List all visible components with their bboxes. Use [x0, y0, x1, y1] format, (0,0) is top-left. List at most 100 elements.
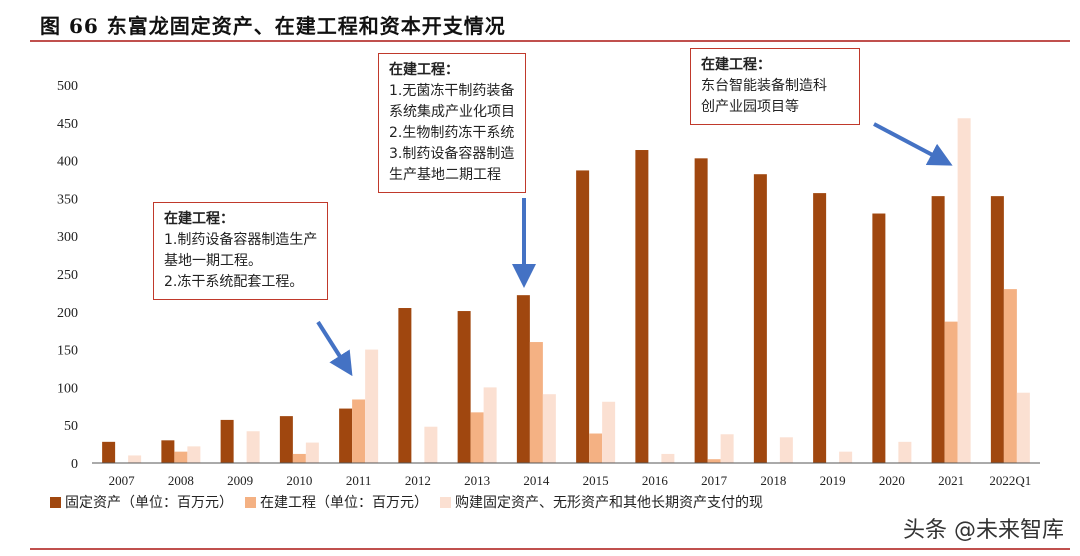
- bar: [720, 434, 734, 463]
- bar: [398, 308, 412, 463]
- x-tick-label: 2014: [523, 473, 550, 488]
- bar: [707, 459, 721, 463]
- x-tick-label: 2007: [109, 473, 136, 488]
- bar: [457, 311, 471, 463]
- bar-series: [102, 118, 1030, 464]
- legend-label: 在建工程（单位：百万元）: [260, 495, 428, 511]
- bar: [990, 196, 1004, 463]
- bar: [470, 412, 484, 463]
- x-tick-label: 2018: [760, 473, 786, 488]
- legend-swatch: [440, 496, 451, 508]
- bar: [957, 118, 971, 463]
- y-tick-label: 100: [57, 381, 78, 396]
- y-tick-label: 500: [57, 79, 78, 94]
- y-axis: 0 50 100 150 200 250 300 350 400 450 500: [57, 79, 78, 472]
- bar: [529, 342, 543, 463]
- annotation-line: 系统集成产业化项目: [389, 104, 515, 120]
- x-tick-label: 2009: [227, 473, 253, 488]
- annotation-head: 在建工程：: [389, 62, 459, 78]
- bar: [365, 349, 379, 463]
- bar: [128, 455, 142, 463]
- bar: [694, 158, 708, 463]
- annotation-head: 在建工程：: [164, 211, 234, 227]
- bottom-divider: [30, 548, 1070, 550]
- bar: [1016, 392, 1030, 463]
- y-tick-label: 50: [64, 419, 78, 434]
- x-tick-label: 2013: [464, 473, 490, 488]
- y-tick-label: 150: [57, 344, 78, 359]
- bar: [279, 416, 293, 463]
- y-tick-label: 450: [57, 117, 78, 132]
- annotation-line: 东台智能装备制造科: [701, 78, 827, 94]
- bar: [576, 170, 590, 464]
- annotation-line: 2.生物制药冻干系统: [389, 125, 515, 141]
- legend-swatch: [245, 496, 256, 508]
- chart-title: 图 66 东富龙固定资产、在建工程和资本开支情况: [40, 14, 506, 38]
- title-divider: [30, 40, 1070, 42]
- x-axis: 2007 2008 2009 2010 2011 2012 2013 2014 2015 2016…: [92, 462, 1040, 488]
- bar: [220, 419, 234, 463]
- bar: [635, 150, 649, 464]
- bar: [898, 441, 912, 463]
- x-tick-label: 2022Q1: [989, 473, 1031, 488]
- x-tick-label: 2011: [346, 473, 372, 488]
- x-tick-label: 2016: [642, 473, 669, 488]
- bar: [516, 295, 530, 463]
- bar: [589, 433, 603, 463]
- bar: [944, 321, 958, 463]
- annotation-line: 创产业园项目等: [701, 99, 799, 115]
- annotation-arrows: [316, 122, 953, 377]
- legend-label: 固定资产（单位：百万元）: [65, 495, 233, 511]
- bar: [542, 394, 556, 463]
- annotation-arrow: [873, 122, 953, 166]
- bar: [661, 453, 675, 463]
- bar: [102, 441, 116, 463]
- bar: [424, 426, 438, 463]
- x-tick-label: 2019: [820, 473, 846, 488]
- y-tick-label: 250: [57, 268, 78, 283]
- bar: [753, 174, 767, 463]
- annotation-2014: 在建工程： 1.无菌冻干制药装备 系统集成产业化项目 2.生物制药冻干系统 3.…: [378, 53, 526, 193]
- bar: [483, 387, 497, 463]
- chart-legend: 固定资产（单位：百万元） 在建工程（单位：百万元） 购建固定资产、无形资产和其他…: [50, 492, 763, 512]
- x-tick-label: 2021: [938, 473, 964, 488]
- y-tick-label: 300: [57, 230, 78, 245]
- bar: [161, 440, 175, 463]
- x-tick-label: 2008: [168, 473, 194, 488]
- watermark: 头条 @未来智库: [903, 518, 1064, 543]
- legend-item-capex: 购建固定资产、无形资产和其他长期资产支付的现: [440, 492, 763, 512]
- bar: [872, 213, 886, 463]
- bar: [839, 451, 853, 463]
- bar: [779, 437, 793, 463]
- y-tick-label: 350: [57, 192, 78, 207]
- annotation-line: 2.冻干系统配套工程。: [164, 274, 304, 290]
- annotation-head: 在建工程：: [701, 57, 771, 73]
- x-tick-label: 2012: [405, 473, 431, 488]
- bar: [1003, 289, 1017, 463]
- annotation-line: 3.制药设备容器制造: [389, 146, 515, 162]
- x-tick-label: 2020: [879, 473, 905, 488]
- legend-item-fixed-assets: 固定资产（单位：百万元）: [50, 492, 233, 512]
- annotation-line: 1.无菌冻干制药装备: [389, 83, 515, 99]
- bar: [339, 408, 353, 463]
- annotation-line: 基地一期工程。: [164, 253, 262, 269]
- x-tick-label: 2015: [583, 473, 609, 488]
- legend-label: 购建固定资产、无形资产和其他长期资产支付的现: [455, 495, 763, 511]
- annotation-line: 生产基地二期工程: [389, 167, 501, 183]
- bar: [305, 442, 319, 463]
- bar: [174, 451, 188, 463]
- bar: [246, 431, 260, 463]
- y-tick-label: 400: [57, 155, 78, 170]
- annotation-line: 1.制药设备容器制造生产: [164, 232, 318, 248]
- x-tick-label: 2010: [286, 473, 312, 488]
- annotation-2011: 在建工程： 1.制药设备容器制造生产 基地一期工程。 2.冻干系统配套工程。: [153, 202, 329, 300]
- bar: [292, 453, 306, 463]
- x-tick-label: 2017: [701, 473, 728, 488]
- bar: [813, 193, 827, 463]
- bar: [187, 446, 201, 463]
- bar: [602, 401, 616, 463]
- annotation-arrow: [316, 320, 353, 377]
- legend-item-construction: 在建工程（单位：百万元）: [245, 492, 428, 512]
- bar: [931, 196, 945, 463]
